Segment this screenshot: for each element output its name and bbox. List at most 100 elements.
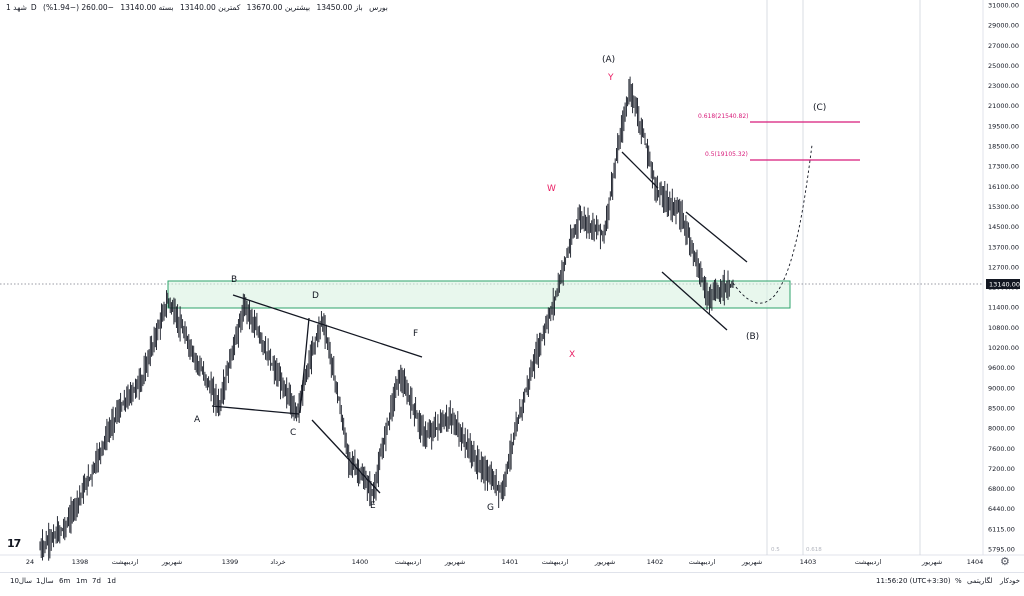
trendline-a-c <box>211 405 300 415</box>
time-tick-label: 1403 <box>800 558 817 566</box>
time-tick-label: 1401 <box>502 558 519 566</box>
time-tick-label: شهریور <box>921 558 942 566</box>
price-tick-label: 10800.00 <box>988 324 1019 332</box>
current-price-badge <box>986 279 1020 289</box>
legend-exchange: بورس <box>369 3 388 12</box>
timeframe-10y[interactable]: 10سال <box>10 577 33 585</box>
wave-label-w: W <box>547 184 556 194</box>
price-tick-label: 9600.00 <box>988 364 1015 372</box>
timeframe-6m[interactable]: 6m <box>59 577 71 585</box>
legend-high: بیشترین 13670.00 <box>246 3 311 12</box>
bottom-scale-label-0618: 0.618 <box>806 547 822 553</box>
symbol-legend[interactable]: شهد 1D بورس باز 13450.00 بیشترین 13670.0… <box>6 3 392 12</box>
price-tick-label: 16100.00 <box>988 183 1019 191</box>
price-tick-label: 8000.00 <box>988 425 1015 433</box>
price-tick-label: 31000.00 <box>988 2 1019 10</box>
wave-label-major-a: (A) <box>602 55 615 65</box>
price-tick-label: 27000.00 <box>988 42 1019 50</box>
price-tick-label: 6115.00 <box>988 525 1015 533</box>
fib-label-0618: 0.618(21540.82) <box>698 113 749 120</box>
wave-label-major-b: (B) <box>746 332 759 342</box>
price-axis[interactable]: 31000.00 29000.00 27000.00 25000.00 23000.00… <box>988 2 1019 554</box>
price-tick-label: 13700.00 <box>988 243 1019 251</box>
time-tick-label: شهریور <box>161 558 182 566</box>
legend-interval[interactable]: 1D <box>6 3 37 12</box>
trendline-c-b <box>299 317 310 414</box>
timeframe-1y[interactable]: 1سال <box>36 577 54 585</box>
time-tick-label: اردیبهشت <box>542 558 569 566</box>
price-tick-label: 10200.00 <box>988 344 1019 352</box>
timeframe-1m[interactable]: 1m <box>76 577 88 585</box>
legend-close: بسته 13140.00 <box>120 3 174 12</box>
price-tick-label: 18500.00 <box>988 143 1019 151</box>
legend-change: −260.00 (−1.94%) <box>43 3 114 12</box>
timeframe-7d[interactable]: 7d <box>92 577 101 585</box>
time-tick-label: 1399 <box>222 558 239 566</box>
fib-label-05: 0.5(19105.32) <box>705 151 748 158</box>
price-tick-label: 7200.00 <box>988 465 1015 473</box>
price-tick-label: 6440.00 <box>988 505 1015 513</box>
legend-symbol[interactable]: شهد <box>13 3 27 12</box>
price-tick-label: 17300.00 <box>988 163 1019 171</box>
wave-label-a: A <box>194 415 201 425</box>
price-tick-label: 9000.00 <box>988 384 1015 392</box>
time-tick-label: 1398 <box>72 558 89 566</box>
price-tick-label: 23000.00 <box>988 82 1019 90</box>
price-tick-label: 5795.00 <box>988 546 1015 554</box>
settings-gear-icon[interactable]: ⚙ <box>1000 555 1010 568</box>
price-tick-label: 6800.00 <box>988 485 1015 493</box>
projection-path <box>732 144 813 304</box>
time-tick-label: شهریور <box>741 558 762 566</box>
trendline-channel-top <box>685 211 748 263</box>
trendlines <box>211 151 748 494</box>
price-tick-label: 11400.00 <box>988 304 1019 312</box>
price-tick-label: 12700.00 <box>988 263 1019 271</box>
legend-low: کمترین 13140.00 <box>179 3 241 12</box>
time-tick-label: اردیبهشت <box>689 558 716 566</box>
price-tick-label: 7600.00 <box>988 445 1015 453</box>
bottom-toolbar: 10سال 1سال 6m 1m 7d 1d 11:56:20 (UTC+3:3… <box>0 572 1024 593</box>
time-tick-label: 1400 <box>352 558 369 566</box>
price-tick-label: 15300.00 <box>988 203 1019 211</box>
wave-label-c: C <box>290 428 296 438</box>
bottom-scale-label-05: 0.5 <box>771 547 780 553</box>
tradingview-logo[interactable]: 17 <box>7 537 21 550</box>
wave-label-y: Y <box>607 73 614 83</box>
wave-label-major-c: (C) <box>813 103 826 113</box>
price-tick-label: 19500.00 <box>988 122 1019 130</box>
scale-log-toggle[interactable]: لگاریتمی <box>967 577 993 585</box>
time-tick-label: شهریور <box>444 558 465 566</box>
trendline-y-upper <box>621 151 659 189</box>
current-price-label: 13140.00 <box>989 281 1020 289</box>
time-axis[interactable]: 24 اردیبهشت 1398 شهریور 1399 خرداد 1400 اردیبهش… <box>26 558 983 566</box>
time-tick-label: شهریور <box>594 558 615 566</box>
time-tick-label: اردیبهشت <box>855 558 882 566</box>
trendline-c-e <box>311 419 381 494</box>
time-tick-label: 1404 <box>967 558 984 566</box>
trendline-b-d-f <box>232 294 423 358</box>
wave-label-x: X <box>569 350 575 360</box>
wave-label-d: D <box>312 291 319 301</box>
price-tick-label: 25000.00 <box>988 62 1019 70</box>
price-tick-label: 21000.00 <box>988 102 1019 110</box>
time-tick-label: اردیبهشت <box>395 558 422 566</box>
price-tick-label: 8500.00 <box>988 404 1015 412</box>
clock-readout: 11:56:20 (UTC+3:30) <box>876 577 951 585</box>
scale-auto-toggle[interactable]: خودکار <box>1000 577 1020 585</box>
trendline-channel-bottom <box>661 271 728 331</box>
price-tick-label: 29000.00 <box>988 22 1019 30</box>
time-tick-label: 1402 <box>647 558 664 566</box>
scale-percent-toggle[interactable]: % <box>955 577 962 585</box>
timeframe-1d[interactable]: 1d <box>107 577 116 585</box>
legend-open: باز 13450.00 <box>316 3 363 12</box>
time-tick-label: اردیبهشت <box>112 558 139 566</box>
wave-label-e: E <box>370 501 376 511</box>
wave-label-g: G <box>487 503 494 513</box>
wave-label-b: B <box>231 275 237 285</box>
time-tick-label: 24 <box>26 558 34 566</box>
candlestick-series <box>39 76 734 561</box>
time-tick-label: خرداد <box>270 558 285 566</box>
price-tick-label: 14500.00 <box>988 223 1019 231</box>
